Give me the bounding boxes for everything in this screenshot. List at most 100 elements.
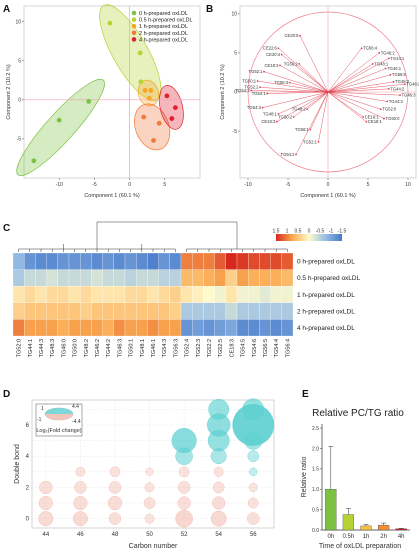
column-label: TG48:3 — [50, 339, 56, 357]
heatmap-cell — [192, 319, 204, 337]
y-axis-label: Double bond — [14, 444, 21, 484]
loading-arrowhead — [299, 34, 301, 37]
heatmap-cell — [180, 252, 193, 270]
loading-vector — [293, 91, 329, 118]
heatmap-cell — [113, 269, 126, 287]
heatmap-cell — [203, 319, 215, 337]
bubble — [213, 466, 224, 477]
bubble — [108, 481, 122, 494]
heatmap-cell — [113, 252, 126, 270]
heatmap-cell — [214, 252, 226, 270]
heatmap-cell — [158, 302, 170, 320]
heatmap-cell — [35, 319, 47, 337]
loading-vector — [327, 52, 380, 93]
heatmap-cell — [248, 269, 260, 287]
heatmap-cell — [225, 302, 238, 320]
loading-arrowhead — [317, 141, 320, 143]
legend-title: Log₂(Fold change) — [36, 428, 81, 434]
column-label: TG44:1 — [28, 339, 34, 357]
loading-vector — [276, 91, 329, 122]
column-label: TG52:0 — [17, 339, 23, 357]
heatmap-cell — [102, 252, 114, 270]
loading-label: TG48:1 — [263, 111, 278, 116]
column-label: TG56:4 — [285, 339, 291, 357]
heatmap-cell — [68, 319, 81, 337]
heatmap-cell — [147, 286, 159, 303]
x-tick-label: 1h — [363, 534, 370, 540]
loading-arrowhead — [266, 92, 269, 95]
loading-vector — [278, 91, 329, 115]
loading-vector — [327, 91, 364, 118]
heatmap-cell — [136, 302, 148, 320]
loading-label: TG52:1 — [303, 139, 318, 144]
x-tick-label: -5 — [92, 182, 97, 188]
heatmap-cell — [180, 302, 193, 320]
row-label: 4 h-prepared oxLDL — [297, 325, 355, 332]
colorbar-tick-label: 0.5 — [295, 229, 302, 235]
heatmap-cell — [147, 302, 159, 320]
bar — [377, 524, 390, 531]
heatmap-cell — [124, 319, 137, 337]
data-point — [148, 88, 154, 93]
heatmap-cell — [102, 302, 114, 320]
loading-label: TG44:3 — [389, 99, 404, 104]
legend-value-label: -4.4 — [72, 419, 81, 425]
heatmap-cell — [225, 252, 238, 270]
heatmap-cell — [24, 269, 36, 287]
loading-arrowhead — [384, 67, 387, 70]
heatmap-cell — [203, 269, 215, 287]
column-label: TG50:0 — [73, 339, 79, 357]
heatmap-cell — [203, 286, 215, 303]
x-tick-label: 52 — [181, 532, 188, 538]
loading-arrowhead — [387, 57, 390, 60]
loading-vector — [327, 91, 388, 102]
data-point — [141, 114, 147, 120]
loading-label: CE18:3 — [261, 119, 276, 124]
heatmap-cell — [147, 319, 159, 337]
heatmap-cell — [236, 252, 249, 270]
loading-label: TG44:1 — [390, 56, 405, 61]
loading-vector — [281, 54, 329, 93]
heatmap-cell — [214, 302, 226, 320]
x-axis-label: Carbon number — [129, 543, 178, 550]
loading-label: CE16:1 — [365, 114, 380, 119]
legend-tick-label: 1 — [41, 406, 44, 412]
y-tick-label: -5 — [17, 137, 22, 143]
loading-label: TG56:3 — [274, 80, 289, 85]
loading-arrowhead — [298, 62, 301, 65]
heatmap-cell — [57, 319, 70, 337]
data-point — [137, 50, 143, 56]
heatmap-cell — [35, 302, 47, 320]
heatmap-cell — [225, 286, 238, 303]
y-axis-label: Component 2 (10.2 %) — [220, 64, 226, 120]
x-tick-label: -5 — [286, 182, 291, 188]
loading-label: CE20:4 — [266, 52, 281, 57]
column-label: TG46:2 — [95, 339, 101, 357]
loading-label: TG56:1 — [295, 127, 310, 132]
heatmap-cell — [113, 319, 126, 337]
heatmap-cell — [158, 286, 170, 303]
data-point — [56, 117, 62, 123]
heatmap-cell — [46, 252, 58, 270]
loading-vector — [327, 91, 385, 119]
loading-label: TG56:5 — [392, 72, 407, 77]
heatmap-cell — [113, 286, 126, 303]
x-tick-label: -10 — [244, 182, 251, 188]
heatmap-cell — [192, 269, 204, 287]
heatmap-cell — [147, 269, 159, 287]
heatmap-cell — [236, 302, 249, 320]
data-point — [164, 93, 170, 99]
loading-arrowhead — [379, 108, 382, 111]
legend-label: 0 h-prepared oxLDL — [139, 11, 188, 17]
y-tick-label: 1.0 — [312, 487, 319, 493]
loading-vector — [327, 91, 381, 110]
plot-frame — [23, 5, 201, 179]
column-label: TG50:1 — [129, 339, 135, 357]
loading-label: TG44:2 — [390, 86, 405, 91]
legend-marker — [131, 17, 137, 22]
heatmap-cell — [24, 252, 36, 270]
column-label: TG46:0 — [61, 339, 67, 357]
heatmap-cell — [281, 319, 294, 337]
